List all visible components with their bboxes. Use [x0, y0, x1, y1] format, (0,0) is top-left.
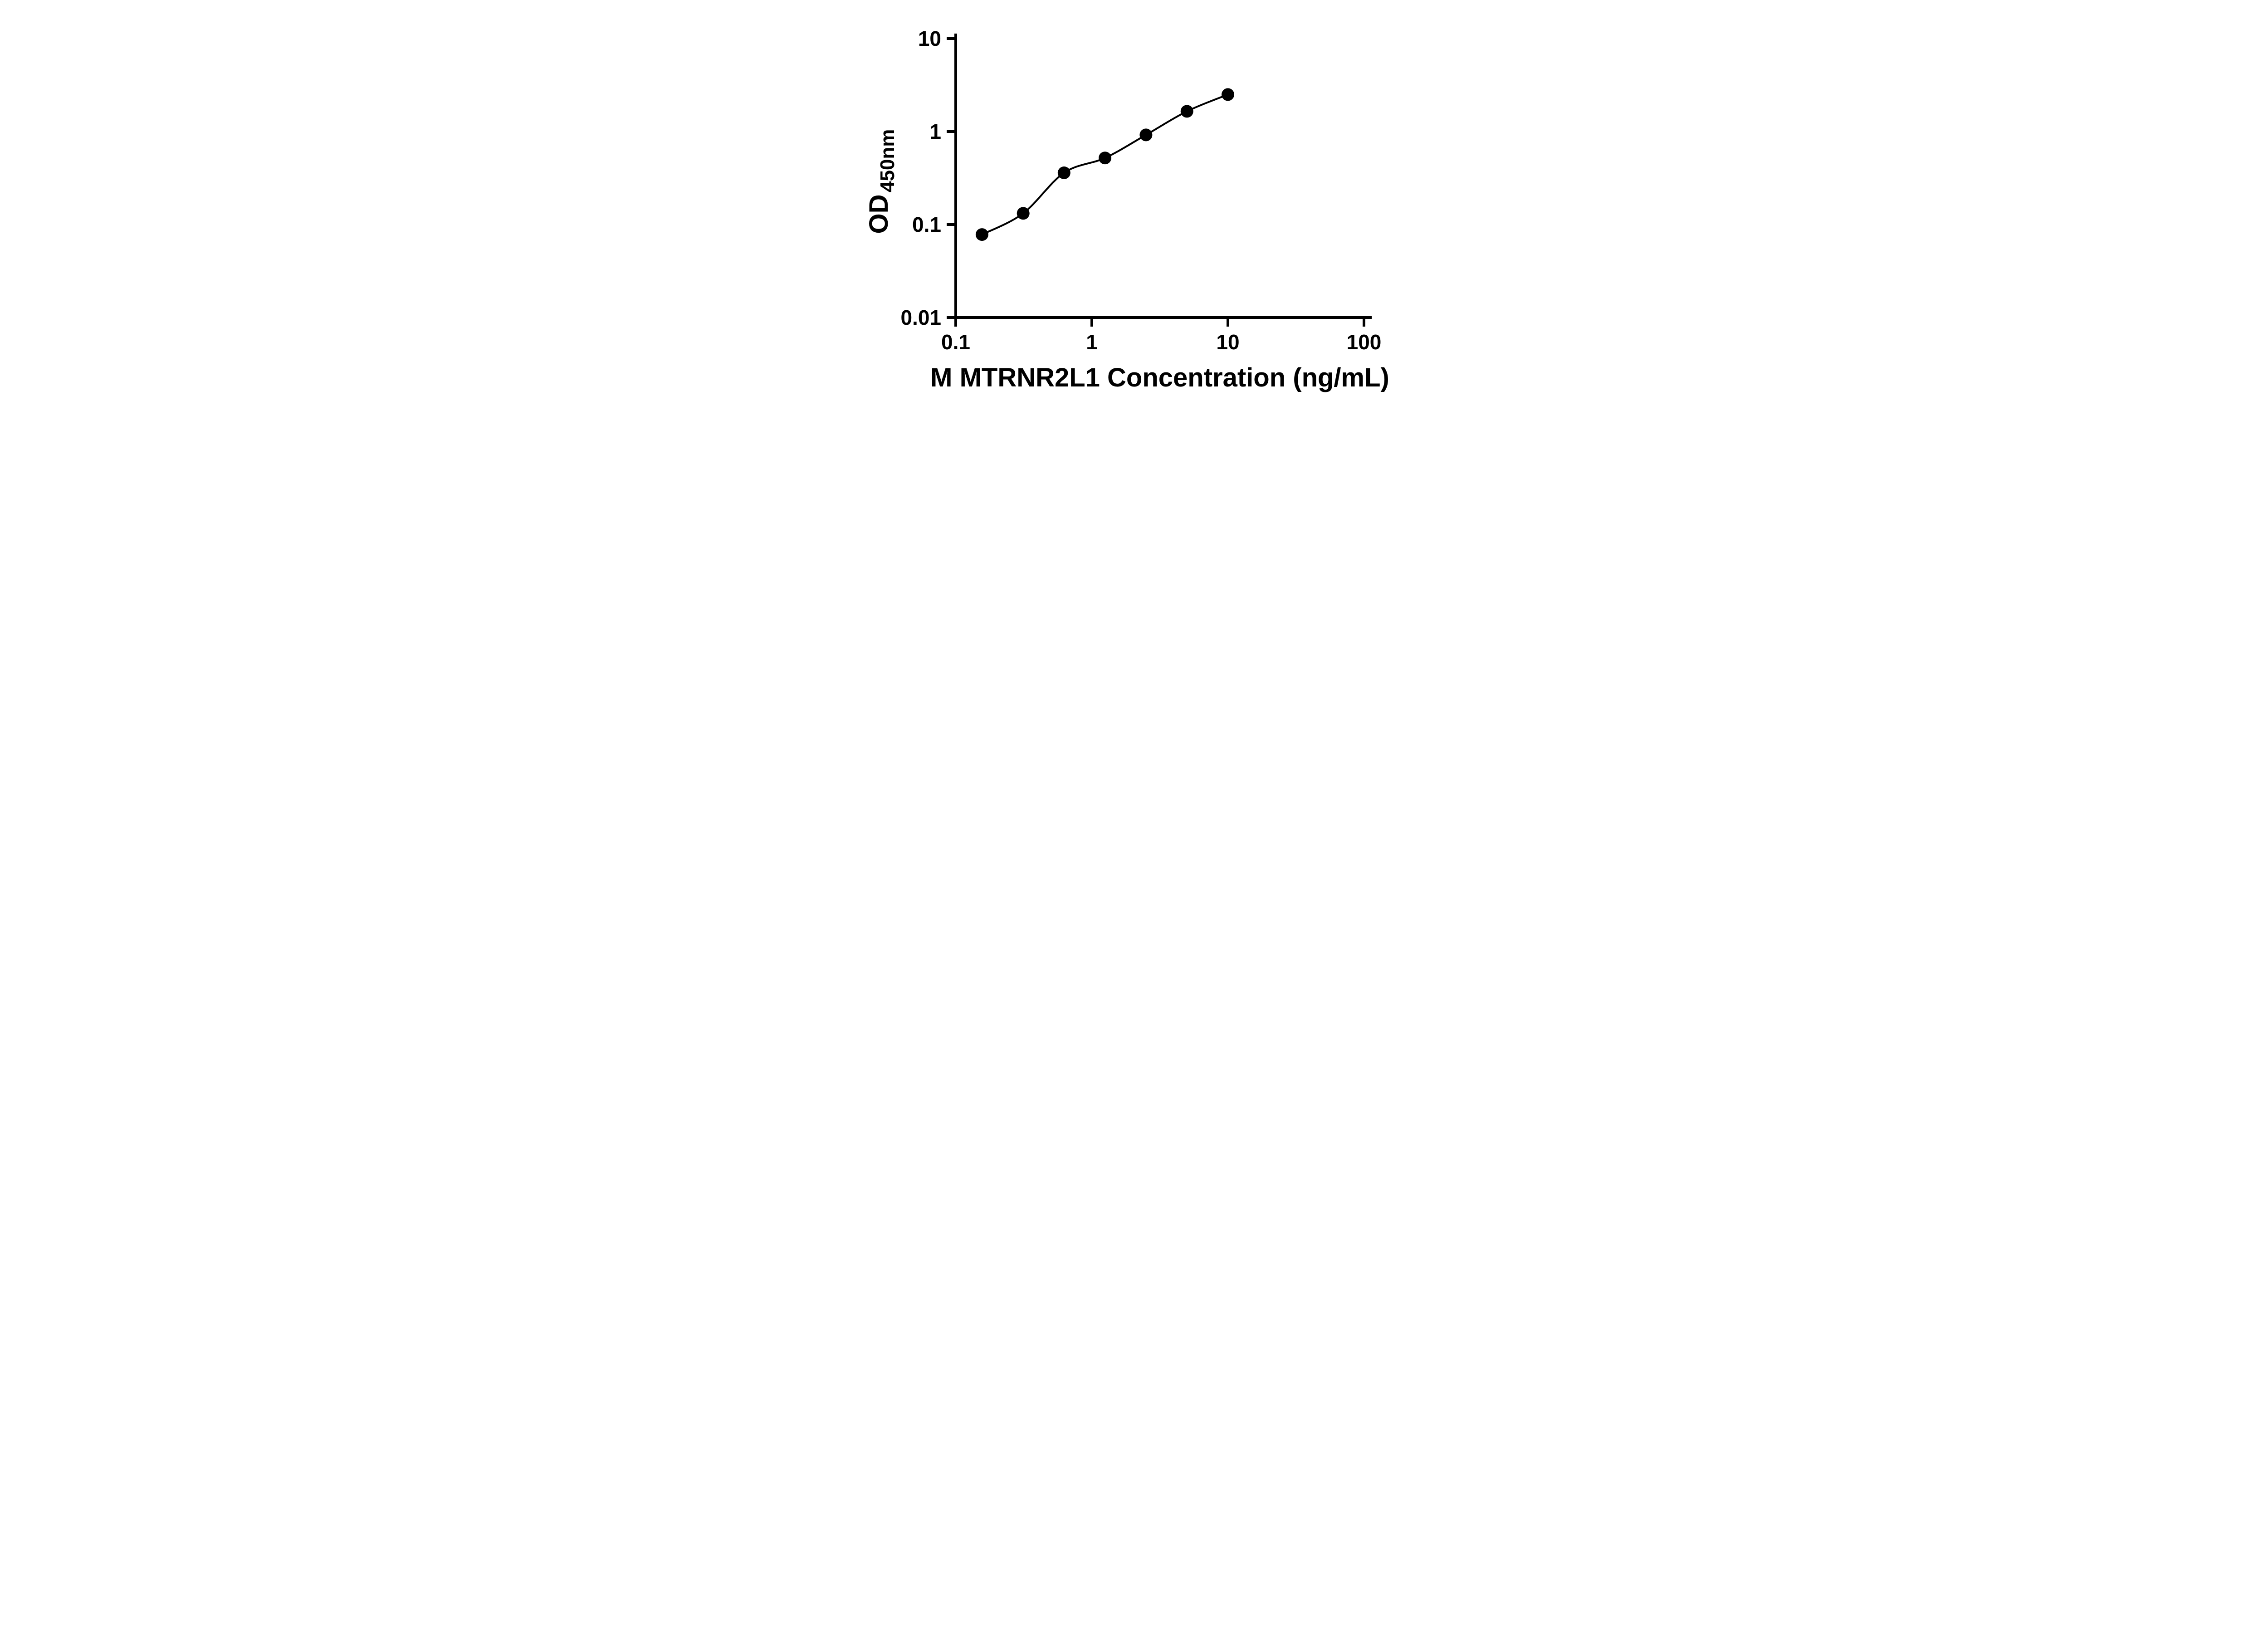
data-point [1099, 152, 1112, 165]
plot-axes [947, 34, 1372, 327]
data-point [1139, 128, 1153, 142]
data-point [1222, 88, 1234, 101]
data-point [1180, 105, 1193, 118]
x-tick-label: 1 [1086, 330, 1098, 354]
y-tick-label: 0.01 [900, 306, 941, 329]
x-tick-label: 0.1 [941, 330, 970, 354]
x-axis-label: M MTRNR2L1 Concentration (ng/mL) [930, 363, 1389, 392]
y-tick-label: 1 [929, 120, 941, 143]
data-series [975, 88, 1234, 241]
x-tick-label: 100 [1347, 330, 1382, 354]
data-point [1057, 166, 1070, 179]
data-point [1017, 207, 1030, 220]
elisa-standard-curve-figure: 0.1 1 10 100 0.01 0.1 1 10 M MTRNR2L1 Concentra… [842, 0, 1426, 408]
y-axis-label-main: OD [864, 194, 894, 234]
x-tick-label: 10 [1216, 330, 1239, 354]
y-tick-label: 0.1 [912, 213, 941, 236]
y-axis-label: OD 450nm [864, 129, 899, 234]
y-tick-label: 10 [918, 27, 941, 50]
y-axis-label-subscript: 450nm [876, 129, 899, 192]
data-point [975, 228, 988, 241]
axis-lines [954, 34, 1372, 319]
